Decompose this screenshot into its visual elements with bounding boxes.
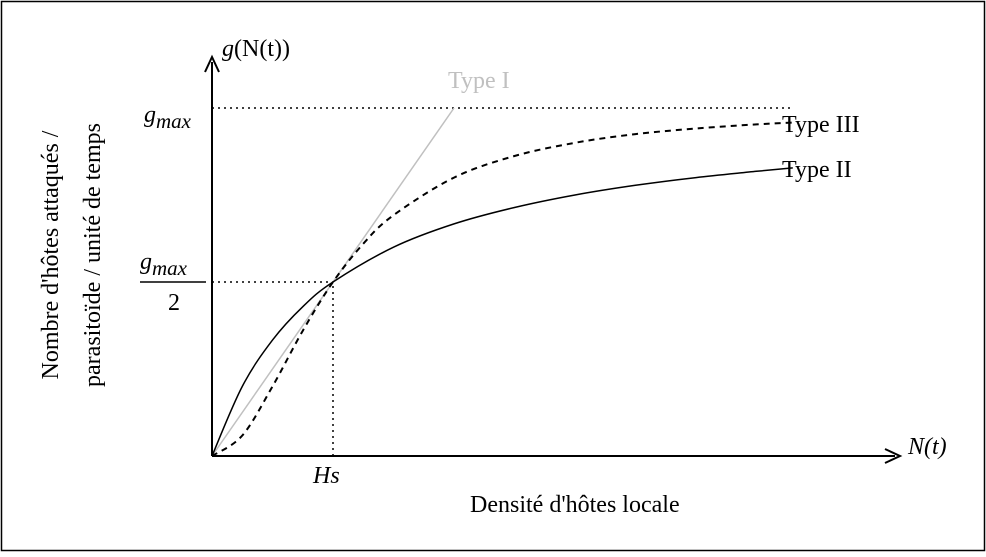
half-gmax-numerator: gmax xyxy=(140,249,188,280)
y-axis-arrowhead xyxy=(204,54,220,73)
y-axis-title-line-2: parasitoïde / unité de temps xyxy=(80,123,106,387)
hs-tick-label: Hs xyxy=(312,463,340,489)
y-axis-symbol: g(N(t)) xyxy=(222,36,290,62)
gmax-tick-label: gmax xyxy=(144,102,192,133)
half-gmax-denominator: 2 xyxy=(168,290,180,316)
series-type-i-label: Type I xyxy=(448,68,510,94)
x-axis-symbol: N(t) xyxy=(907,434,947,460)
x-axis-arrowhead xyxy=(884,448,903,464)
series-type-ii-line xyxy=(211,167,793,457)
y-axis-title-line-1: Nombre d'hôtes attaqués / xyxy=(38,130,64,379)
x-axis-title: Densité d'hôtes locale xyxy=(470,492,680,518)
series-type-iii-line xyxy=(211,121,793,457)
series-type-iii-label: Type III xyxy=(782,112,860,138)
series-type-ii-label: Type II xyxy=(782,157,852,183)
